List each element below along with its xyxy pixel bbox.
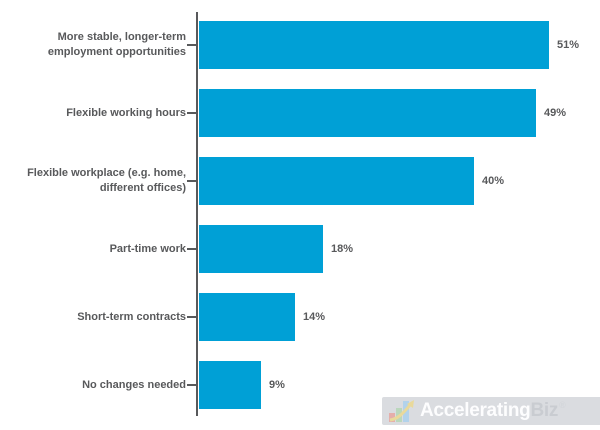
chart-rows: More stable, longer-term employment oppo… bbox=[0, 11, 600, 419]
bar bbox=[199, 157, 474, 205]
axis-tick bbox=[187, 180, 197, 182]
bar bbox=[199, 89, 536, 137]
chart-row: Flexible working hours 49% bbox=[0, 79, 600, 147]
value-label: 40% bbox=[482, 175, 505, 187]
logo-red-bar bbox=[389, 413, 395, 422]
category-label: Flexible workplace (e.g. home, different… bbox=[27, 167, 186, 194]
logo-arrow-head bbox=[407, 400, 414, 408]
chart-row: Short-term contracts 14% bbox=[0, 283, 600, 351]
axis-tick bbox=[187, 384, 197, 386]
category-label: Part-time work bbox=[109, 242, 186, 255]
category-label: More stable, longer-term employment oppo… bbox=[47, 31, 186, 58]
chart-row: Flexible workplace (e.g. home, different… bbox=[0, 147, 600, 215]
chart-row: No changes needed 9% bbox=[0, 351, 600, 419]
y-axis-line bbox=[196, 12, 198, 416]
logo-arrow-line bbox=[389, 404, 412, 422]
category-label: Short-term contracts bbox=[77, 310, 186, 323]
registered-mark: ® bbox=[559, 400, 566, 410]
value-label: 49% bbox=[544, 107, 567, 119]
brand-first: Accelerating bbox=[420, 400, 531, 421]
chart-row: Part-time work 18% bbox=[0, 215, 600, 283]
axis-tick bbox=[187, 248, 197, 250]
value-label: 14% bbox=[303, 311, 326, 323]
category-label: No changes needed bbox=[82, 378, 186, 391]
watermark-panel: AcceleratingBiz® bbox=[382, 397, 600, 425]
axis-tick bbox=[187, 44, 197, 46]
bar bbox=[199, 361, 261, 409]
value-label: 18% bbox=[331, 243, 354, 255]
bar bbox=[199, 225, 323, 273]
bar bbox=[199, 293, 295, 341]
brand-second: Biz bbox=[530, 400, 559, 421]
chart-row: More stable, longer-term employment oppo… bbox=[0, 11, 600, 79]
axis-tick bbox=[187, 316, 197, 318]
watermark-brand-text: AcceleratingBiz® bbox=[420, 400, 566, 422]
category-label: Flexible working hours bbox=[66, 106, 186, 119]
value-label: 51% bbox=[557, 39, 580, 51]
value-label: 9% bbox=[269, 379, 285, 391]
bar bbox=[199, 21, 549, 69]
growth-bar-chart-arrow-icon bbox=[389, 400, 415, 422]
axis-tick bbox=[187, 112, 197, 114]
